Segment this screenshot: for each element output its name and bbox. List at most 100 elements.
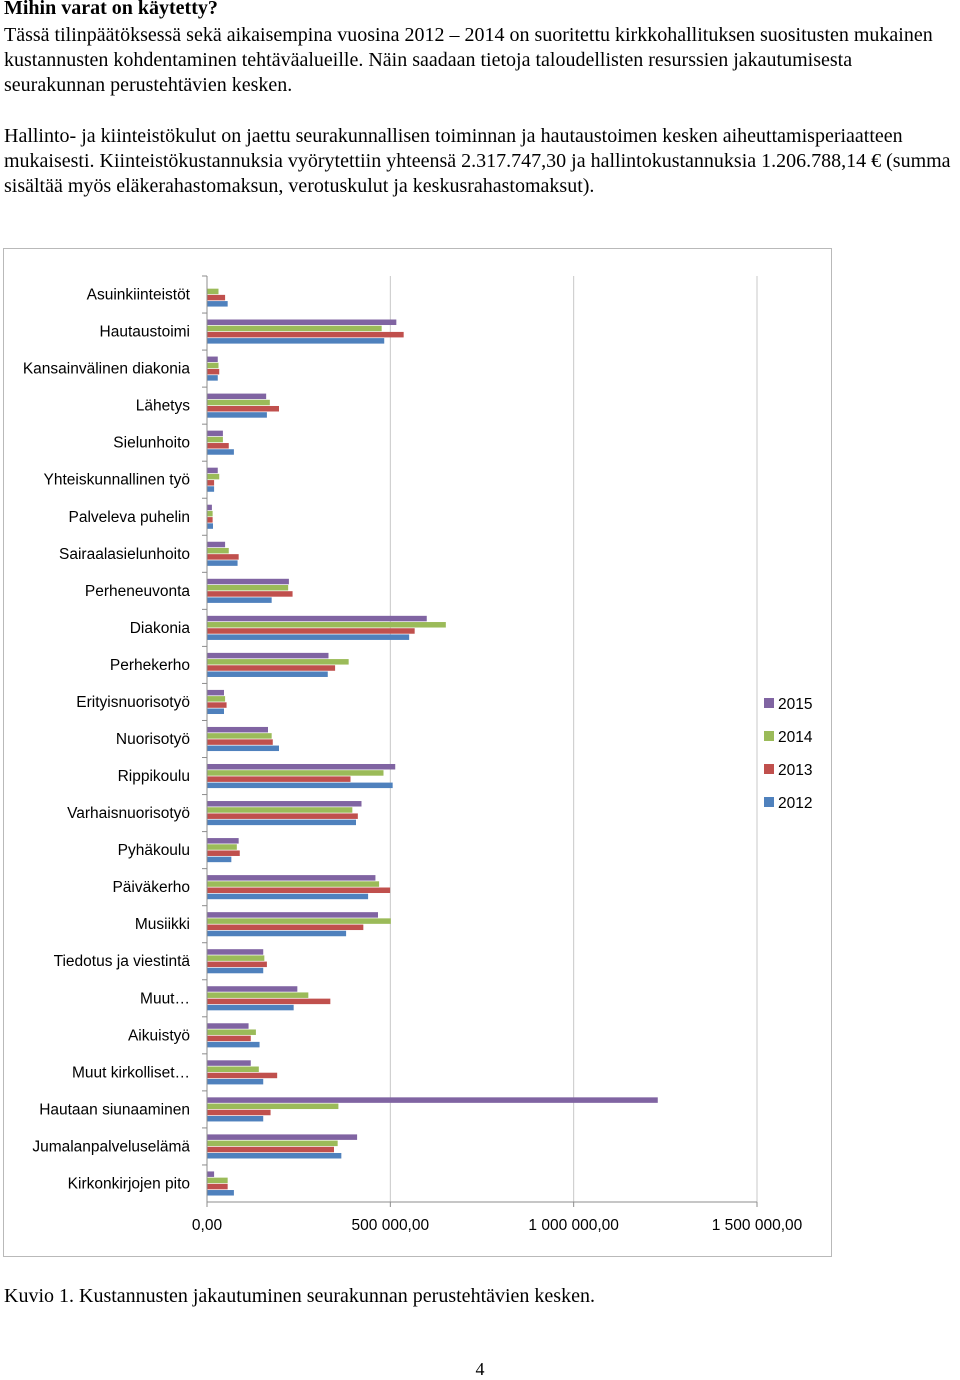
bar-2012 bbox=[207, 893, 369, 900]
bar-2012 bbox=[207, 634, 410, 640]
category-label: Nuorisotyö bbox=[116, 731, 190, 748]
bar-2012 bbox=[207, 560, 238, 566]
bar-2014 bbox=[207, 1066, 259, 1073]
bar-2013 bbox=[207, 294, 226, 301]
bar-2015 bbox=[207, 1023, 249, 1029]
bar-2013 bbox=[207, 665, 336, 671]
bar-2013 bbox=[207, 1109, 271, 1116]
bar-2015 bbox=[207, 986, 298, 992]
bar-2012 bbox=[207, 486, 215, 492]
bar-2015 bbox=[207, 726, 268, 733]
bar-2013 bbox=[207, 702, 227, 708]
bar-2013 bbox=[207, 1183, 228, 1190]
legend-swatch bbox=[764, 698, 774, 708]
bar-2015 bbox=[207, 578, 289, 585]
bar-2014 bbox=[207, 1177, 228, 1184]
category-label: Päiväkerho bbox=[112, 879, 190, 896]
bar-2013 bbox=[207, 480, 215, 486]
bar-2014 bbox=[207, 807, 353, 813]
bar-2012 bbox=[207, 671, 328, 677]
bar-2012 bbox=[207, 1004, 294, 1011]
bar-2013 bbox=[207, 368, 220, 375]
bar-2015 bbox=[207, 875, 376, 881]
bar-2012 bbox=[207, 708, 224, 715]
category-label: Varhaisnuorisotyö bbox=[67, 805, 190, 822]
category-label: Hautaan siunaaminen bbox=[39, 1101, 190, 1118]
bar-2012 bbox=[207, 1152, 342, 1159]
bar-2015 bbox=[207, 319, 397, 326]
category-label: Muut… bbox=[140, 990, 190, 1007]
category-label: Musiikki bbox=[135, 916, 190, 933]
bar-2012 bbox=[207, 449, 234, 455]
legend-label: 2013 bbox=[778, 762, 812, 779]
bar-2012 bbox=[207, 412, 267, 418]
bar-2014 bbox=[207, 622, 446, 628]
category-label: Pyhäkoulu bbox=[118, 842, 190, 859]
bar-2013 bbox=[207, 331, 404, 338]
x-tick-label: 500 000,00 bbox=[352, 1217, 430, 1234]
page-heading: Mihin varat on käytetty? bbox=[4, 0, 218, 19]
category-label: Hautaustoimi bbox=[100, 324, 190, 341]
bar-2012 bbox=[207, 819, 356, 826]
bar-2014 bbox=[207, 955, 265, 961]
bar-2012 bbox=[207, 597, 272, 603]
page-number: 4 bbox=[475, 1359, 485, 1379]
bar-2015 bbox=[207, 430, 223, 437]
bar-2015 bbox=[207, 504, 212, 511]
bar-2013 bbox=[207, 628, 415, 634]
legend-swatch bbox=[764, 797, 774, 807]
bar-2013 bbox=[207, 850, 240, 856]
bar-2015 bbox=[207, 949, 264, 955]
category-label: Perhekerho bbox=[110, 657, 190, 674]
bar-2014 bbox=[207, 1103, 339, 1110]
bar-2013 bbox=[207, 924, 364, 931]
bar-2015 bbox=[207, 393, 267, 400]
legend-label: 2015 bbox=[778, 696, 812, 713]
legend-label: 2014 bbox=[778, 729, 813, 746]
bar-2013 bbox=[207, 1035, 251, 1042]
bar-2012 bbox=[207, 967, 264, 974]
bar-2015 bbox=[207, 541, 226, 548]
bar-2014 bbox=[207, 844, 237, 850]
legend-label: 2012 bbox=[778, 795, 812, 812]
category-label: Sairaalasielunhoito bbox=[59, 546, 190, 563]
bar-2013 bbox=[207, 739, 273, 745]
category-label: Muut kirkolliset… bbox=[72, 1064, 190, 1081]
bar-2015 bbox=[207, 1097, 658, 1103]
bar-2014 bbox=[207, 436, 223, 443]
category-label: Kirkonkirjojen pito bbox=[68, 1175, 190, 1192]
bar-2013 bbox=[207, 1072, 278, 1079]
bar-2014 bbox=[207, 1029, 256, 1035]
bar-2013 bbox=[207, 1146, 334, 1153]
bar-2012 bbox=[207, 856, 232, 863]
bar-2014 bbox=[207, 584, 289, 591]
bar-2014 bbox=[207, 510, 213, 517]
bar-2012 bbox=[207, 375, 218, 381]
bar-2015 bbox=[207, 689, 224, 696]
category-label: Lähetys bbox=[136, 398, 191, 415]
bar-2014 bbox=[207, 918, 391, 924]
bar-2013 bbox=[207, 776, 351, 782]
category-label: Perheneuvonta bbox=[85, 583, 191, 600]
cost-allocation-chart: 0,00 500 000,00 1 000 000,00 1 500 000,00 As… bbox=[3, 248, 832, 1257]
bar-2014 bbox=[207, 473, 220, 480]
category-label: Aikuistyö bbox=[128, 1027, 190, 1044]
bar-2014 bbox=[207, 288, 219, 295]
bar-2015 bbox=[207, 652, 329, 659]
bar-2012 bbox=[207, 1115, 264, 1122]
category-label: Diakonia bbox=[130, 620, 191, 637]
bar-2013 bbox=[207, 813, 358, 819]
bar-2012 bbox=[207, 1041, 260, 1048]
category-label: Kansainvälinen diakonia bbox=[23, 361, 191, 378]
category-label: Rippikoulu bbox=[118, 768, 190, 785]
legend-swatch bbox=[764, 731, 774, 741]
figure-caption: Kuvio 1. Kustannusten jakautuminen seura… bbox=[4, 1285, 595, 1307]
bar-2013 bbox=[207, 887, 391, 894]
bar-2015 bbox=[207, 1134, 358, 1140]
bar-2015 bbox=[207, 838, 239, 844]
bar-2012 bbox=[207, 930, 347, 937]
bar-2014 bbox=[207, 733, 272, 739]
bar-2014 bbox=[207, 992, 309, 998]
bar-2015 bbox=[207, 763, 396, 770]
bar-2014 bbox=[207, 1140, 338, 1147]
